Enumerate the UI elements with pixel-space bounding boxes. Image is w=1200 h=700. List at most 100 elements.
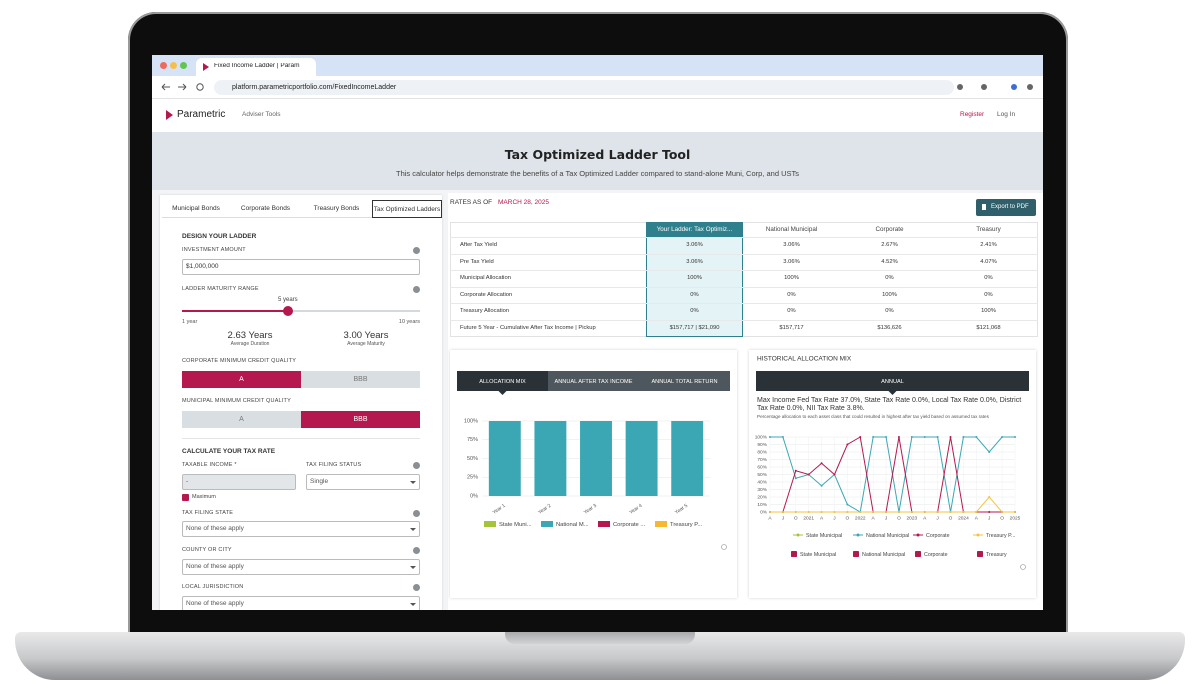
point	[975, 436, 978, 438]
legend-label: Treasury P...	[670, 522, 703, 528]
info-icon	[413, 547, 420, 554]
filter-label: National Municipal	[862, 552, 905, 558]
export-button[interactable]	[976, 199, 1036, 216]
select[interactable]	[182, 596, 420, 610]
legend-label: Corporate ...	[613, 522, 646, 528]
legend-swatch	[598, 521, 610, 527]
field-label: MUNICIPAL MINIMUM CREDIT QUALITY	[182, 398, 291, 404]
select-value[interactable]: Single	[310, 478, 329, 485]
tab-title[interactable]: Fixed Income Ladder | Param	[214, 63, 300, 69]
nav-menu[interactable]: Adviser Tools	[242, 111, 281, 118]
toggle-button[interactable]: A	[182, 411, 301, 428]
url-text[interactable]: platform.parametricportfolio.com/FixedIn…	[232, 84, 397, 91]
brand-name: Parametric	[177, 109, 226, 120]
input-value[interactable]: -	[186, 478, 189, 485]
info-icon	[413, 462, 420, 469]
point	[1001, 436, 1004, 438]
point	[1001, 511, 1004, 513]
export-label[interactable]: Export to PDF	[991, 204, 1029, 210]
point	[923, 436, 926, 438]
nav-link[interactable]: Log In	[997, 111, 1016, 118]
table-cell: 3.06%	[686, 242, 703, 248]
point	[910, 511, 913, 513]
checkbox[interactable]	[182, 494, 189, 501]
chart-tab[interactable]	[756, 371, 1029, 391]
point	[859, 436, 862, 438]
x-tick-label: O	[794, 515, 798, 521]
x-tick-label: A	[820, 515, 824, 521]
hero	[152, 132, 1043, 190]
toggle-button[interactable]: BBB	[301, 411, 420, 428]
y-tick-label: 0%	[470, 493, 478, 499]
row-divider	[450, 237, 1038, 238]
table-cell: 3.06%	[783, 242, 800, 248]
select-value[interactable]: None of these apply	[186, 525, 244, 532]
chart-tab-label[interactable]: ALLOCATION MIX	[479, 379, 526, 385]
table	[450, 222, 1038, 337]
y-tick-label: 25%	[467, 475, 478, 481]
toggle-button[interactable]: BBB	[301, 371, 420, 388]
brand-mark	[166, 110, 173, 120]
slider-track	[182, 310, 420, 312]
chart-tab-label[interactable]: ANNUAL TOTAL RETURN	[651, 379, 717, 385]
x-tick-label: Year 3	[583, 503, 598, 516]
point	[846, 511, 849, 513]
site-nav	[152, 99, 1043, 132]
bar	[534, 421, 567, 496]
point	[1014, 511, 1016, 513]
x-tick-label: O	[1000, 515, 1004, 521]
chart-tab[interactable]	[457, 371, 548, 391]
table-cell: 2.67%	[881, 242, 898, 248]
select[interactable]	[306, 474, 420, 490]
maturity-label: Average Maturity	[347, 341, 385, 347]
chart-tab[interactable]	[639, 371, 730, 391]
point	[794, 511, 797, 513]
browser-tab[interactable]	[196, 58, 316, 76]
chart-tab[interactable]	[548, 371, 639, 391]
divider	[182, 438, 420, 439]
row-divider	[450, 303, 1038, 305]
chart-note: Percentage allocation to each asset clas…	[757, 414, 989, 419]
point	[897, 436, 900, 438]
point	[910, 436, 913, 438]
table-cell: 0%	[690, 308, 699, 315]
table-cell: 4.07%	[980, 258, 997, 265]
table-cell: 4.52%	[881, 258, 898, 265]
row-divider	[450, 270, 1038, 272]
select-value[interactable]: None of these apply	[186, 563, 244, 570]
tab[interactable]: Municipal Bonds	[162, 200, 230, 218]
tab[interactable]: Treasury Bonds	[301, 200, 372, 218]
table-cell: 100%	[882, 291, 897, 298]
input[interactable]	[182, 474, 296, 490]
maturity-value: 3.00 Years	[343, 330, 389, 341]
info-icon	[413, 247, 420, 254]
chart-tab-label[interactable]: ANNUAL AFTER TAX INCOME	[555, 379, 633, 385]
tab[interactable]: Tax Optimized Ladders	[372, 200, 442, 218]
tab[interactable]: Corporate Bonds	[230, 200, 301, 218]
select-value[interactable]: None of these apply	[186, 600, 244, 607]
x-tick-label: 2023	[907, 515, 918, 521]
filter-checkbox	[915, 551, 921, 557]
select[interactable]	[182, 559, 420, 575]
input-value[interactable]: $1,000,000	[186, 263, 219, 270]
slider-knob[interactable]	[283, 306, 293, 316]
point	[846, 443, 849, 446]
chart-tab-label[interactable]: ANNUAL	[881, 379, 904, 385]
input[interactable]	[182, 259, 420, 275]
nav-link[interactable]: Register	[960, 111, 985, 118]
point	[807, 473, 810, 476]
point	[769, 436, 771, 438]
table-cell: $121,068	[976, 325, 1001, 331]
field-label: LADDER MATURITY RANGE	[182, 286, 259, 292]
toggle-button[interactable]: A	[182, 371, 301, 388]
row-divider	[450, 253, 1038, 255]
point	[949, 436, 952, 438]
y-tick-label: 70%	[757, 457, 767, 463]
url-bar[interactable]	[214, 80, 954, 95]
toolbar-icon	[1027, 84, 1033, 90]
select[interactable]	[182, 521, 420, 537]
legend-swatch	[484, 521, 496, 527]
export-icon	[982, 204, 986, 210]
y-tick-label: 50%	[467, 456, 478, 462]
info-icon	[413, 510, 420, 517]
